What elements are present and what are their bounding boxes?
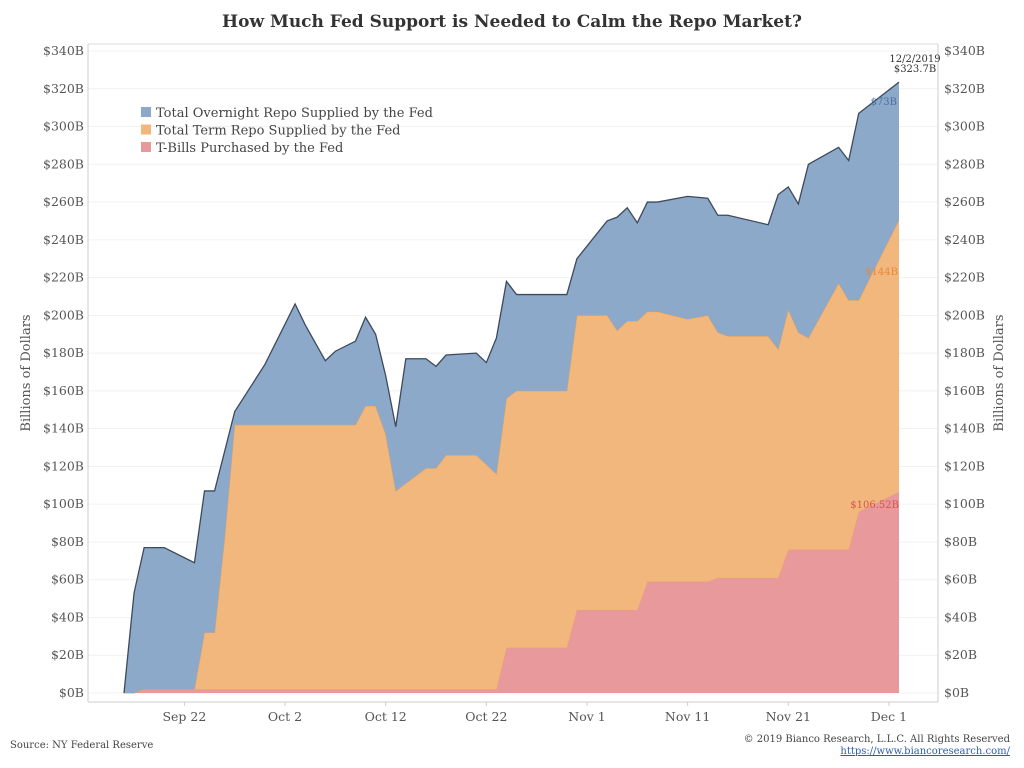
annotation-tbills: $106.52B: [850, 500, 899, 511]
y-tick-label-left: $320B: [43, 81, 84, 96]
y-tick-label-right: $60B: [944, 572, 977, 587]
copyright-text: © 2019 Bianco Research, L.L.C. All Right…: [743, 734, 1010, 745]
x-tick-label: Sep 22: [162, 709, 206, 724]
y-tick-label-left: $0B: [59, 685, 84, 700]
y-tick-label-left: $60B: [51, 572, 84, 587]
y-tick-label-right: $340B: [944, 43, 985, 58]
y-tick-label-left: $160B: [43, 383, 84, 398]
edge-overnight-repo: [123, 81, 900, 694]
y-tick-label-left: $240B: [43, 232, 84, 247]
x-tick-label: Oct 12: [365, 709, 407, 724]
y-tick-label-left: $280B: [43, 156, 84, 171]
y-tick-label-left: $220B: [43, 270, 84, 285]
x-tick-label: Oct 2: [268, 709, 302, 724]
y-tick-label-left: $80B: [51, 534, 84, 549]
y-tick-label-left: $40B: [51, 609, 84, 624]
y-axis-title-right: Billions of Dollars: [992, 314, 1007, 431]
y-tick-label-right: $100B: [944, 496, 985, 511]
legend-swatch-tbills: [141, 142, 151, 152]
y-tick-label-left: $100B: [43, 496, 84, 511]
annotation-total: $323.7B: [894, 64, 936, 75]
x-tick-label: Dec 1: [871, 709, 907, 724]
y-tick-label-right: $280B: [944, 156, 985, 171]
y-tick-label-right: $140B: [944, 421, 985, 436]
x-tick-label: Nov 1: [568, 709, 605, 724]
annotation-date: 12/2/2019: [889, 54, 940, 65]
axes: $0B $0B $20B $20B $40B $40B $60B $60B $80B $80B $1…: [19, 43, 1007, 724]
annotations: 12/2/2019$323.7B $73B $144B $106.52B: [850, 54, 940, 511]
legend-swatch-overnight-repo: [141, 107, 151, 117]
y-tick-label-right: $20B: [944, 647, 977, 662]
annotation-term: $144B: [865, 267, 898, 278]
y-tick-label-right: $200B: [944, 307, 985, 322]
y-tick-label-right: $300B: [944, 119, 985, 134]
y-tick-label-left: $140B: [43, 421, 84, 436]
y-tick-label-right: $120B: [944, 458, 985, 473]
chart-title: How Much Fed Support is Needed to Calm t…: [222, 12, 802, 32]
y-tick-label-left: $340B: [43, 43, 84, 58]
y-tick-label-right: $220B: [944, 270, 985, 285]
x-tick-label: Nov 21: [766, 709, 811, 724]
legend: Total Overnight Repo Supplied by the Fed…: [141, 106, 433, 156]
y-tick-label-right: $160B: [944, 383, 985, 398]
legend-label-tbills: T-Bills Purchased by the Fed: [156, 141, 343, 156]
legend-label-term-repo: Total Term Repo Supplied by the Fed: [156, 124, 400, 139]
y-tick-label-left: $120B: [43, 458, 84, 473]
y-tick-label-right: $240B: [944, 232, 985, 247]
x-tick-label: Nov 11: [665, 709, 710, 724]
y-tick-label-left: $300B: [43, 119, 84, 134]
y-tick-label-right: $320B: [944, 81, 985, 96]
legend-label-overnight-repo: Total Overnight Repo Supplied by the Fed: [156, 106, 433, 121]
source-note: Source: NY Federal Reserve: [10, 740, 154, 751]
annotation-overnight: $73B: [871, 97, 897, 108]
x-tick-label: Oct 22: [465, 709, 507, 724]
y-tick-label-left: $200B: [43, 307, 84, 322]
y-axis-title-left: Billions of Dollars: [19, 314, 34, 431]
y-tick-label-right: $0B: [944, 685, 969, 700]
legend-swatch-term-repo: [141, 124, 151, 135]
website-link[interactable]: https://www.biancoresearch.com/: [840, 746, 1010, 757]
area-tbills: [124, 491, 899, 693]
area-layer: [123, 81, 900, 694]
y-tick-label-left: $20B: [51, 647, 84, 662]
copyright-block: © 2019 Bianco Research, L.L.C. All Right…: [744, 734, 1010, 758]
y-tick-label-left: $260B: [43, 194, 84, 209]
y-tick-label-right: $40B: [944, 609, 977, 624]
y-tick-label-right: $260B: [944, 194, 985, 209]
area-overnight-repo: [124, 82, 899, 694]
area-term-repo: [124, 219, 899, 693]
y-tick-label-right: $80B: [944, 534, 977, 549]
y-tick-label-left: $180B: [43, 345, 84, 360]
y-tick-label-right: $180B: [944, 345, 985, 360]
